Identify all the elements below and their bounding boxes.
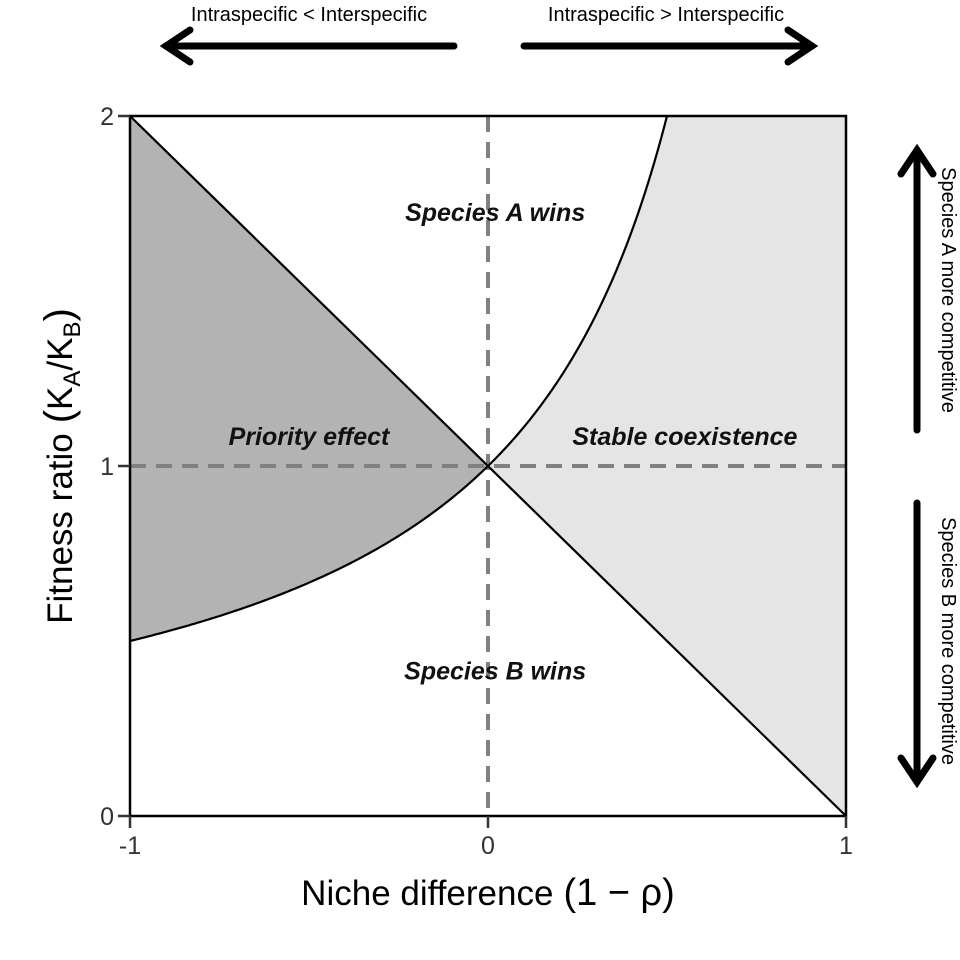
region-label-species-b-wins: Species B wins	[404, 658, 586, 686]
right-arrow-icon	[520, 26, 819, 66]
priority-effect-region	[130, 116, 488, 641]
x-tick-label: -1	[119, 832, 141, 860]
y-tick-label: 2	[100, 103, 114, 131]
left-arrow-label: Intraspecific < Interspecific	[191, 4, 427, 26]
x-tick-label: 0	[481, 832, 495, 860]
region-label-species-a-wins: Species A wins	[405, 199, 585, 227]
up-arrow-label: Species A more competitive	[937, 167, 959, 413]
region-label-stable-coexistence: Stable coexistence	[572, 423, 797, 451]
y-axis-title: Fitness ratio(KA/KB)	[37, 308, 86, 624]
boundary-curve-reciprocal	[130, 116, 669, 643]
y-tick-label: 0	[100, 803, 114, 831]
stable-coexistence-region	[488, 116, 846, 816]
y-axis-ticks: 0 1 2	[100, 103, 130, 831]
region-label-priority-effect: Priority effect	[229, 423, 391, 451]
right-arrow-label: Intraspecific > Interspecific	[548, 4, 784, 26]
down-arrow-label: Species B more competitive	[937, 517, 959, 765]
up-arrow-icon	[897, 143, 937, 434]
down-arrow-icon	[897, 499, 937, 789]
y-tick-label: 1	[100, 453, 114, 481]
x-axis-ticks: -1 0 1	[119, 816, 853, 860]
x-axis-title: Niche difference (1 − ρ)	[301, 872, 675, 914]
region-labels: Species A wins Priority effect Stable coex…	[229, 199, 798, 686]
left-arrow-icon	[159, 26, 458, 66]
x-tick-label: 1	[839, 832, 853, 860]
